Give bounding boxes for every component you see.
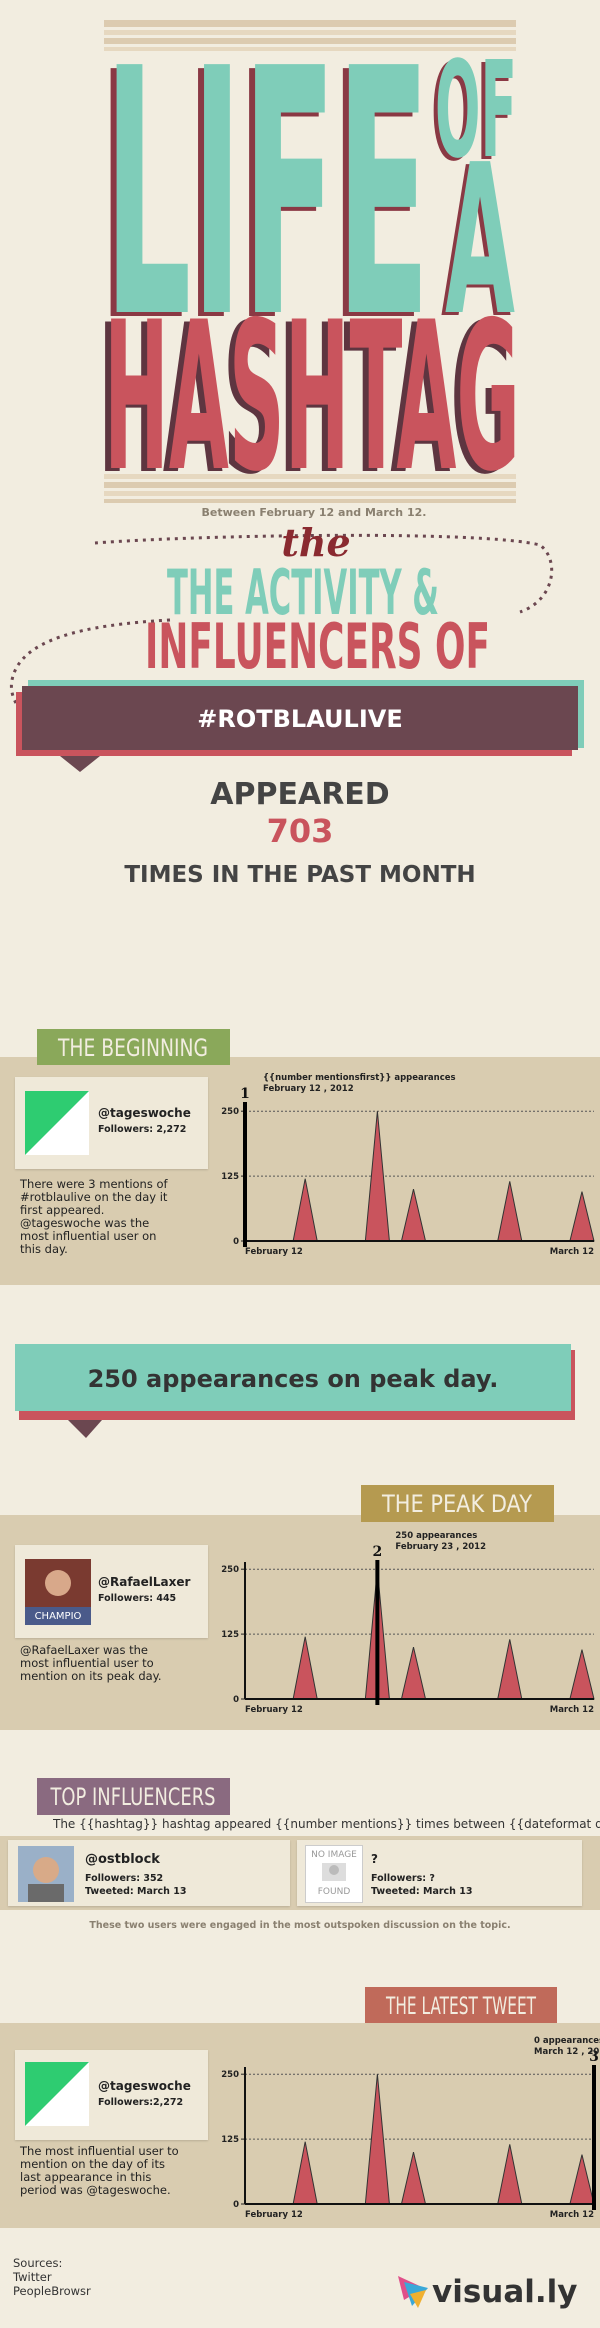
logo-text: visual.ly [432, 2274, 578, 2310]
influencer-card: @ostblock Followers: 352 Tweeted: March … [8, 1840, 290, 1906]
date-range: Between February 12 and March 12. [202, 506, 427, 519]
section-label-bg [361, 1485, 554, 1522]
user-name: @RafaelLaxer [98, 1575, 191, 1589]
avatar [18, 1846, 74, 1902]
y-tick-label: 0 [233, 1695, 239, 1705]
section-label-bg [37, 1778, 230, 1815]
description: The most influential user to mention on … [20, 2144, 179, 2197]
annotation: February 12 , 2012 [263, 1084, 354, 1094]
avatar: CHAMPIO [25, 1559, 91, 1625]
profile-card: @tageswoche Followers: 2,272 [15, 1077, 208, 1169]
x-tick-label: March 12 [550, 1705, 594, 1715]
logo: visual.ly [398, 2274, 578, 2310]
user-name: @tageswoche [98, 1106, 191, 1120]
influencer-card: NO IMAGE FOUND ? Followers: ? Tweeted: M… [297, 1840, 582, 1906]
marker-label: 3 [589, 2049, 599, 2065]
section-label: THE BEGINNING [57, 1034, 208, 1062]
hashtag-banner: #ROTBLAULIVE [16, 680, 584, 772]
description: @RafaelLaxer was the most influential us… [20, 1643, 162, 1683]
y-tick-label: 250 [221, 1107, 239, 1117]
sources-title: Sources: [13, 2256, 63, 2270]
source-item: PeopleBrowsr [13, 2284, 91, 2298]
caption: These two users were engaged in the most… [89, 1920, 511, 1931]
count: 703 [267, 812, 334, 850]
avatar [25, 1091, 89, 1155]
x-tick-label: February 12 [245, 1705, 303, 1715]
profile-card: CHAMPIO @RafaelLaxer Followers: 445 [15, 1545, 208, 1638]
stripes [104, 20, 516, 503]
dotted-line [94, 533, 554, 614]
section-label-bg [365, 1987, 557, 2023]
user-followers: Followers: 445 [98, 1593, 177, 1604]
x-tick-label: March 12 [550, 1247, 594, 1257]
title-word: HASHTAG [104, 279, 520, 517]
dotted-line [9, 618, 171, 722]
title-word: OF [435, 34, 517, 188]
avatar-text: CHAMPIO [35, 1611, 82, 1622]
hashtag: #ROTBLAULIVE [197, 705, 402, 733]
y-tick-label: 125 [221, 1630, 239, 1640]
section-label-bg [37, 1029, 230, 1065]
annotation: February 23 , 2012 [395, 1542, 486, 1552]
y-tick-label: 250 [221, 1565, 239, 1575]
intro: The {{hashtag}} hashtag appeared {{numbe… [53, 1817, 600, 1831]
peak-banner-text: 250 appearances on peak day. [88, 1365, 499, 1393]
peak-banner: 250 appearances on peak day. [15, 1344, 575, 1438]
annotation: 0 appearances [534, 2036, 600, 2046]
subtitle: THE ACTIVITY & [167, 556, 439, 629]
title-word: A [445, 120, 515, 361]
description: There were 3 mentions of #rotblaulive on… [20, 1177, 168, 1256]
title-shadow: HASHTAG [98, 282, 514, 520]
no-image-text: FOUND [317, 1887, 351, 1897]
annotation: 250 appearances [395, 1531, 477, 1541]
title-word: LIFE [104, 0, 430, 393]
user-name: @tageswoche [98, 2079, 191, 2093]
subtitle: INFLUENCERS OF [145, 610, 490, 683]
no-image-text: NO IMAGE [311, 1850, 357, 1860]
user-followers: Followers: 352 [85, 1873, 164, 1884]
user-name: ? [371, 1852, 378, 1866]
x-tick-label: March 12 [550, 2210, 594, 2220]
y-tick-label: 0 [233, 1237, 239, 1247]
user-followers: Followers:2,272 [98, 2097, 184, 2108]
marker-label: 2 [373, 1544, 383, 1560]
title-shadow: OF [431, 37, 513, 191]
annotation: {{number mentionsfirst}} appearances [263, 1073, 456, 1083]
avatar [25, 2062, 89, 2126]
times: TIMES IN THE PAST MONTH [124, 862, 475, 888]
title-shadow: A [441, 123, 511, 364]
user-tweeted: Tweeted: March 13 [85, 1886, 187, 1897]
sources: Sources: Twitter PeopleBrowsr [13, 2256, 91, 2298]
chart: 0 125 250 February 12 March 12 3 0 appearances… [221, 2036, 600, 2220]
user-followers: Followers: 2,272 [98, 1124, 187, 1135]
avatar-placeholder: NO IMAGE FOUND [305, 1845, 363, 1903]
section-label: THE PEAK DAY [381, 1490, 532, 1518]
appeared: APPEARED [210, 777, 389, 812]
user-tweeted: Tweeted: March 13 [371, 1886, 473, 1897]
annotation: March 12 , 2012 [534, 2047, 600, 2057]
title-shadow: LIFE [98, 1, 424, 397]
y-tick-label: 125 [221, 1172, 239, 1182]
section-label: THE LATEST TWEET [385, 1992, 536, 2020]
chart: 0 125 250 February 12 March 12 1 {{number ment… [221, 1073, 595, 1257]
marker-label: 1 [240, 1086, 250, 1102]
section-label: TOP INFLUENCERS [50, 1783, 216, 1811]
y-tick-label: 0 [233, 2200, 239, 2210]
title: LIFE LIFE OF OF A A HASHTAG HASHTAG [98, 0, 520, 520]
user-followers: Followers: ? [371, 1873, 435, 1884]
source-item: Twitter [13, 2270, 52, 2284]
the-word: the [281, 520, 350, 565]
placeholder-icon [322, 1863, 346, 1881]
chart: 0 125 250 February 12 March 12 2 250 appearanc… [221, 1531, 595, 1715]
profile-card: @tageswoche Followers:2,272 [15, 2050, 208, 2140]
x-tick-label: February 12 [245, 1247, 303, 1257]
y-tick-label: 250 [221, 2070, 239, 2080]
y-tick-label: 125 [221, 2135, 239, 2145]
x-tick-label: February 12 [245, 2210, 303, 2220]
user-name: @ostblock [85, 1852, 160, 1867]
